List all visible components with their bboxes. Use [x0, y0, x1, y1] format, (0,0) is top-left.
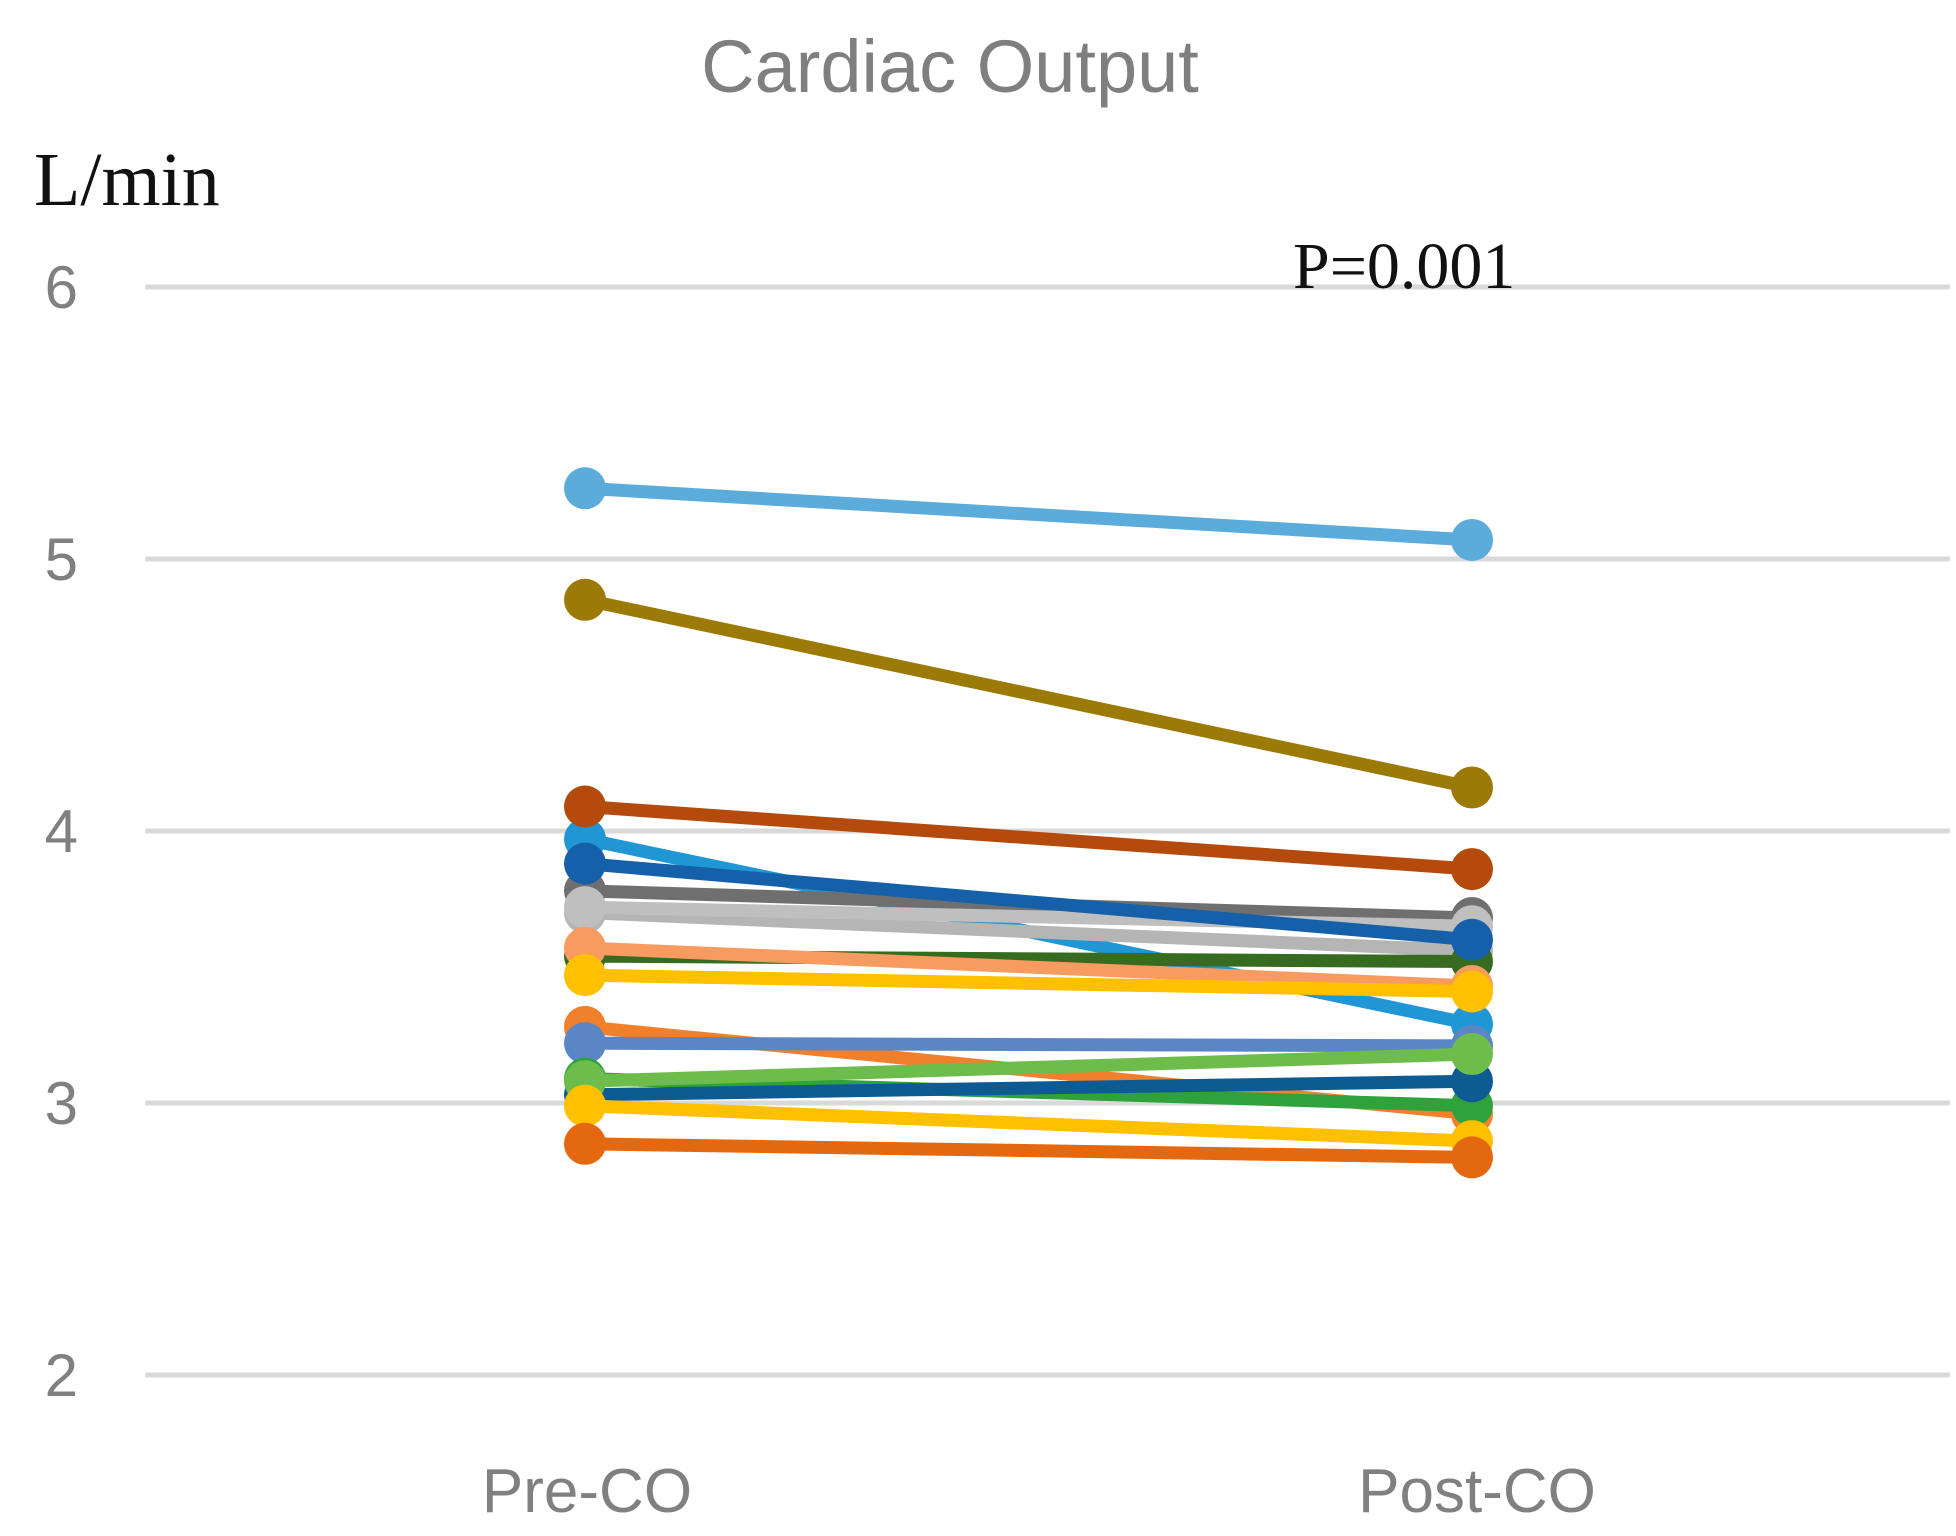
- line-darkorange-marker-post: [1451, 1136, 1493, 1179]
- line-darkblue-a-marker-post: [1451, 918, 1493, 961]
- ytick-labels-layer: 6 5 4 3 2: [45, 254, 78, 1409]
- line-olive: [583, 593, 1474, 794]
- line-cornflower-marker-pre: [564, 1022, 606, 1065]
- line-skyblue-top-marker-pre: [564, 467, 606, 510]
- line-salmon: [584, 941, 1473, 993]
- series-line-skyblue-top: [564, 467, 1493, 561]
- series-layer: [564, 467, 1493, 1179]
- xaxis-label-pre-co: Pre-CO: [482, 1457, 692, 1526]
- line-skyblue-top: [584, 481, 1473, 547]
- line-olive-marker-pre: [564, 578, 606, 621]
- series-line-olive: [564, 578, 1493, 809]
- ytick-label-5: 5: [45, 526, 78, 593]
- line-yellow-a-marker-post: [1451, 970, 1493, 1013]
- line-darkred-marker-pre: [564, 785, 606, 828]
- series-line-darkred: [564, 785, 1493, 891]
- series-line-darkorange: [564, 1122, 1493, 1179]
- line-green-up: [584, 1047, 1473, 1088]
- ytick-label-2: 2: [45, 1342, 78, 1409]
- p-value-annotation: P=0.001: [1293, 230, 1515, 303]
- series-line-green-up: [564, 1033, 1493, 1103]
- y-axis-unit-label: L/min: [34, 138, 220, 222]
- line-silver-marker-pre: [564, 886, 606, 929]
- line-green-up-marker-post: [1451, 1033, 1493, 1076]
- gridlines-layer: [145, 284, 1950, 1378]
- line-yellow-a-marker-pre: [564, 954, 606, 997]
- line-yellow-b: [584, 1099, 1473, 1148]
- chart-title: Cardiac Output: [701, 25, 1199, 108]
- line-darkblue-a: [584, 857, 1473, 947]
- line-yellow-b-marker-pre: [564, 1084, 606, 1127]
- category-labels-layer: Pre-CO Post-CO: [482, 1457, 1596, 1526]
- line-darkblue-b: [584, 1074, 1473, 1102]
- ytick-label-6: 6: [45, 254, 78, 321]
- line-darkblue-a-marker-pre: [564, 842, 606, 885]
- line-skyblue-top-marker-post: [1451, 518, 1493, 561]
- line-darkred-marker-post: [1451, 848, 1493, 891]
- xaxis-label-post-co: Post-CO: [1358, 1457, 1596, 1526]
- series-line-yellow-a: [564, 954, 1493, 1013]
- line-darkorange-marker-pre: [564, 1122, 606, 1165]
- ytick-label-4: 4: [45, 798, 78, 865]
- line-yellow-a: [584, 968, 1473, 998]
- line-darkorange: [584, 1137, 1473, 1164]
- line-cornflower: [584, 1036, 1473, 1053]
- line-olive-marker-post: [1451, 766, 1493, 809]
- ytick-label-3: 3: [45, 1070, 78, 1137]
- line-silver-b: [584, 906, 1473, 958]
- line-darkred: [584, 800, 1473, 876]
- series-line-darkblue-a: [564, 842, 1493, 961]
